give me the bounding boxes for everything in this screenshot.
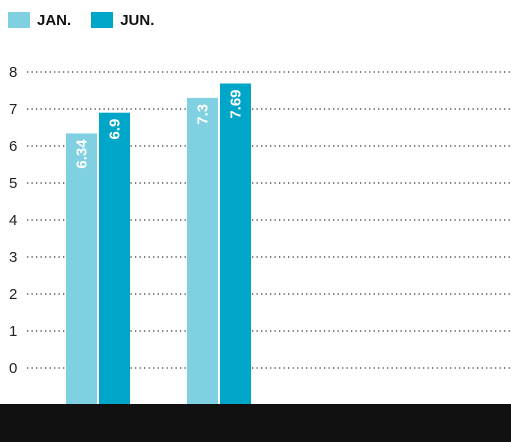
legend-item-jan: JAN. — [8, 12, 71, 29]
y-tick-label-8: 8 — [9, 64, 17, 81]
y-tick-label-6: 6 — [9, 138, 17, 155]
y-tick-label-0: 0 — [9, 360, 17, 377]
x-axis-band — [0, 404, 511, 442]
legend-swatch-jun — [91, 12, 114, 28]
bar-jun-2008 — [99, 112, 130, 404]
data-label-jan-2009: 7.3 — [195, 104, 212, 125]
x-tick-label-2008: 2008 — [80, 426, 116, 442]
y-tick-label-3: 3 — [9, 249, 17, 266]
legend: JAN. JUN. — [8, 8, 174, 32]
bar-jun-2009 — [220, 83, 251, 404]
y-tick-label-4: 4 — [9, 212, 17, 229]
data-label-jun-2009: 7.69 — [228, 89, 245, 118]
legend-label-jun: JUN. — [120, 11, 155, 29]
y-tick-label-7: 7 — [9, 101, 17, 118]
y-tick-label-1: 1 — [9, 323, 17, 340]
legend-label-jan: JAN. — [37, 11, 72, 29]
legend-swatch-jan — [8, 12, 30, 28]
legend-item-jun: JUN. — [91, 12, 154, 29]
bar-jan-2008 — [66, 133, 97, 405]
data-label-jun-2008: 6.9 — [107, 119, 124, 140]
y-tick-label-2: 2 — [9, 286, 17, 303]
bar-jan-2009 — [187, 97, 218, 405]
y-tick-label-5: 5 — [9, 175, 17, 192]
data-label-jan-2008: 6.34 — [74, 139, 91, 169]
x-tick-label-2009: 2009 — [201, 426, 237, 442]
